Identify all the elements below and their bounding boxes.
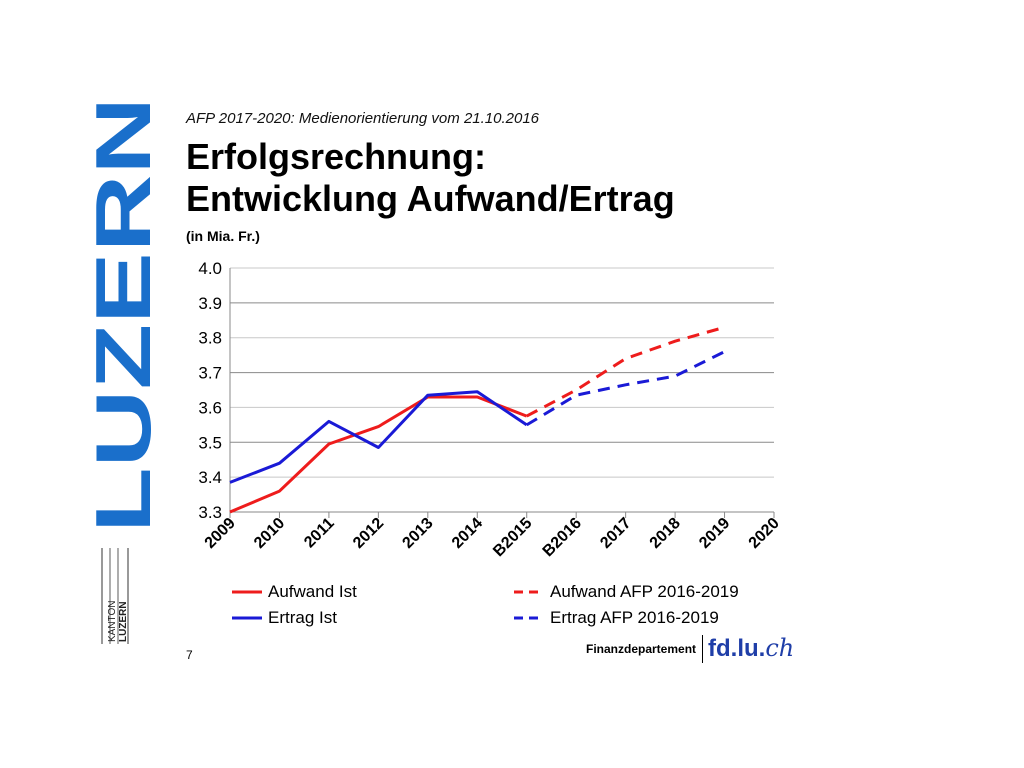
y-tick-label: 3.5: [198, 433, 222, 452]
x-tick-label: 2018: [647, 515, 684, 552]
footer-site-main: fd.lu.: [708, 635, 766, 662]
legend-item: Aufwand Ist: [230, 582, 357, 602]
chart-legend: Aufwand Ist Aufwand AFP 2016-2019 Ertrag I…: [230, 582, 790, 642]
slide-title-line2: Entwicklung Aufwand/Ertrag: [186, 178, 675, 219]
legend-swatch: [232, 590, 262, 594]
footer-department: Finanzdepartement: [586, 641, 697, 656]
legend-swatch: [514, 590, 544, 594]
x-tick-label: B2015: [490, 515, 535, 560]
legend-label: Aufwand AFP 2016-2019: [550, 582, 739, 601]
legend-label: Ertrag AFP 2016-2019: [550, 608, 719, 627]
y-tick-label: 3.7: [198, 364, 222, 383]
footer-divider: [702, 634, 704, 663]
legend-swatch: [232, 616, 262, 620]
legend-swatch: [514, 616, 544, 620]
series-line-2: [229, 390, 528, 484]
y-tick-label: 3.3: [198, 503, 222, 522]
x-tick-label: 2014: [449, 515, 486, 552]
x-tick-label: 2019: [696, 515, 733, 552]
x-tick-label: 2017: [597, 515, 634, 552]
y-tick-label: 4.0: [198, 259, 222, 278]
kanton-mark-line1: KANTON: [107, 601, 118, 643]
kanton-luzern-mark: KANTON LUZERN: [101, 548, 129, 644]
kanton-luzern-logo: LUZERN: [79, 97, 167, 533]
x-tick-label: 2010: [251, 515, 288, 552]
y-tick-label: 3.4: [198, 468, 222, 487]
x-tick-label: B2016: [540, 515, 585, 560]
series-line-1: [526, 325, 725, 418]
y-tick-label: 3.9: [198, 294, 222, 313]
legend-item: Ertrag AFP 2016-2019: [512, 608, 719, 628]
footer-website[interactable]: fd.lu.ch: [708, 634, 794, 663]
x-tick-label: 2011: [301, 515, 338, 552]
footer-branding: Finanzdepartement fd.lu.ch: [586, 634, 794, 663]
presentation-subtitle: AFP 2017-2020: Medienorientierung vom 21…: [186, 110, 540, 127]
series-line-0: [229, 395, 528, 514]
unit-label: (in Mia. Fr.): [186, 228, 260, 244]
legend-item: Ertrag Ist: [230, 608, 337, 628]
kanton-mark-line2: LUZERN: [118, 601, 129, 642]
footer-site-suffix: ch: [765, 634, 795, 662]
page-number: 7: [186, 648, 193, 662]
x-tick-label: 2013: [399, 515, 436, 552]
series-line-3: [525, 350, 726, 427]
legend-item: Aufwand AFP 2016-2019: [512, 582, 739, 602]
slide-title-line1: Erfolgsrechnung:: [186, 136, 487, 177]
y-tick-label: 3.8: [198, 329, 222, 348]
legend-label: Aufwand Ist: [268, 582, 357, 601]
y-tick-label: 3.6: [198, 398, 222, 417]
x-tick-label: 2012: [350, 515, 387, 552]
logo-text: LUZERN: [79, 97, 167, 533]
legend-label: Ertrag Ist: [268, 608, 337, 627]
x-tick-label: 2020: [746, 515, 783, 552]
